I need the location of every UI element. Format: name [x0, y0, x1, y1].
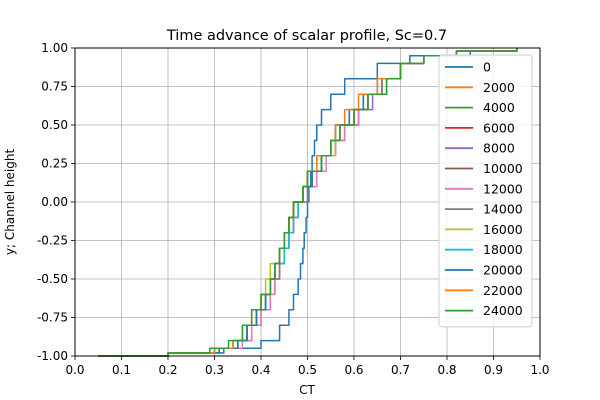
chart-title: Time advance of scalar profile, Sc=0.7	[166, 28, 447, 44]
legend-label: 4000	[483, 100, 515, 115]
x-tick-label: 0.1	[112, 363, 131, 377]
y-tick-label: -0.75	[37, 311, 68, 325]
legend-label: 0	[483, 60, 491, 75]
legend-label: 12000	[483, 181, 523, 196]
x-tick-label: 0.0	[65, 363, 84, 377]
x-tick-label: 0.7	[391, 363, 410, 377]
legend-label: 22000	[483, 283, 523, 298]
x-tick-label: 0.6	[344, 363, 363, 377]
legend-label: 8000	[483, 141, 515, 156]
x-axis-label: CT	[299, 383, 315, 397]
y-tick-label: 1.00	[41, 41, 68, 55]
y-tick-label: 0.75	[41, 80, 68, 94]
y-tick-label: 0.25	[41, 157, 68, 171]
x-tick-label: 0.3	[205, 363, 224, 377]
y-axis-label: y; Channel height	[3, 149, 17, 256]
y-tick-label: -1.00	[37, 349, 68, 363]
x-axis: 0.0 0.1 0.2 0.3 0.4 0.5 0.6 0.7 0.8 0.9 1.0	[65, 356, 550, 377]
y-axis: -1.00 -0.75 -0.50 -0.25 0.00 0.25 0.50 0.75 1.00	[37, 41, 75, 363]
y-tick-label: -0.25	[37, 234, 68, 248]
x-tick-label: 0.5	[298, 363, 317, 377]
series-line-24000	[98, 48, 518, 357]
x-tick-label: 0.2	[158, 363, 177, 377]
legend-box	[438, 54, 533, 328]
x-tick-label: 0.9	[484, 363, 503, 377]
y-tick-label: 0.00	[41, 195, 68, 209]
legend-label: 6000	[483, 120, 515, 135]
y-tick-label: -0.50	[37, 272, 68, 286]
plot-area	[98, 48, 518, 357]
x-tick-label: 1.0	[530, 363, 549, 377]
legend: 0 2000 4000 6000 8000 10000 12000 14000 16000 180…	[438, 54, 533, 328]
legend-label: 2000	[483, 80, 515, 95]
y-tick-label: 0.50	[41, 118, 68, 132]
legend-label: 18000	[483, 242, 523, 257]
legend-label: 24000	[483, 303, 523, 318]
legend-label: 14000	[483, 202, 523, 217]
legend-label: 20000	[483, 263, 523, 278]
legend-label: 16000	[483, 222, 523, 237]
x-tick-label: 0.4	[251, 363, 270, 377]
legend-label: 10000	[483, 161, 523, 176]
x-tick-label: 0.8	[437, 363, 456, 377]
